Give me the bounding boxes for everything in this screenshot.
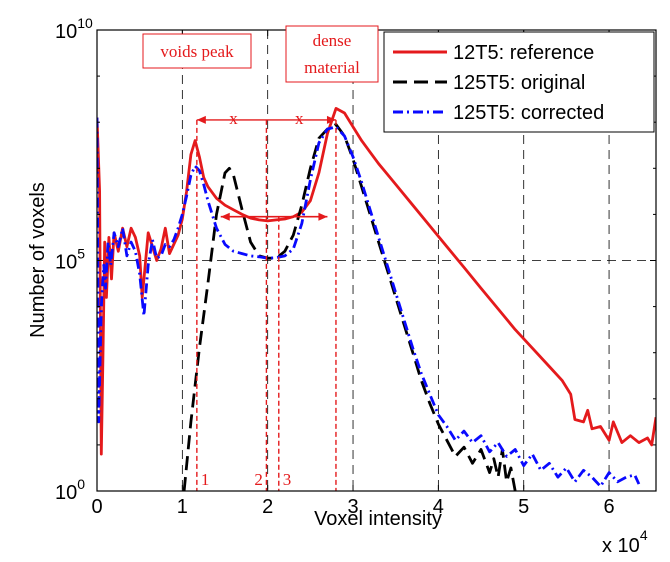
y-tick-label: 1010 — [55, 15, 93, 43]
y-axis-title: Number of voxels — [27, 182, 49, 338]
legend-label-reference: 12T5: reference — [453, 42, 594, 64]
series-line-0 — [97, 107, 656, 456]
legend-label-original: 125T5: original — [453, 72, 585, 94]
dense-material-box — [285, 25, 379, 83]
series-line-1 — [182, 123, 517, 491]
series-line-2 — [97, 117, 641, 488]
x-multiplier-exp: 4 — [640, 527, 648, 543]
y-tick-label: 100 — [55, 476, 85, 504]
legend-box — [383, 31, 655, 133]
range-arrow-head-right — [318, 212, 328, 221]
dimension-arrow-head-left — [196, 115, 206, 124]
y-tick-label: 105 — [55, 246, 85, 274]
dimension-mark: x — [295, 109, 304, 128]
range-arrow-head-left — [220, 212, 230, 221]
x-multiplier: x 104 — [602, 527, 648, 557]
x-tick-label: 1 — [177, 496, 188, 518]
dimension-mark: x — [229, 109, 238, 128]
threshold-marker-label-3: 3 — [283, 470, 292, 489]
legend-label-corrected: 125T5: corrected — [453, 102, 604, 124]
x-tick-label: 5 — [518, 496, 529, 518]
threshold-marker-label-2: 2 — [254, 470, 262, 489]
y-ticks: 100 105 1010 — [55, 15, 656, 504]
x-tick-label: 0 — [91, 496, 102, 518]
x-tick-label: 3 — [347, 496, 358, 518]
dense-material-label-2: material — [304, 58, 360, 77]
x-axis-title: Voxel intensity — [314, 508, 442, 530]
annotation-voids-peak: voids peak — [142, 33, 252, 69]
threshold-marker-label-1: 1 — [201, 470, 210, 489]
series-layer — [97, 107, 656, 491]
x-tick-label: 2 — [262, 496, 273, 518]
voids-peak-box — [142, 33, 252, 69]
legend: 12T5: reference 125T5: original 125T5: c… — [383, 31, 655, 133]
dense-material-label-1: dense — [313, 31, 352, 50]
x-tick-label: 4 — [433, 496, 444, 518]
x-multiplier-base: x 10 — [602, 535, 640, 557]
voids-peak-label: voids peak — [160, 42, 234, 61]
annotation-dense-material: dense material — [285, 25, 379, 83]
dimension-arrow-head-right — [326, 115, 336, 124]
x-tick-label: 6 — [603, 496, 614, 518]
annotation-layer: x x 1 2 3 — [196, 109, 337, 491]
